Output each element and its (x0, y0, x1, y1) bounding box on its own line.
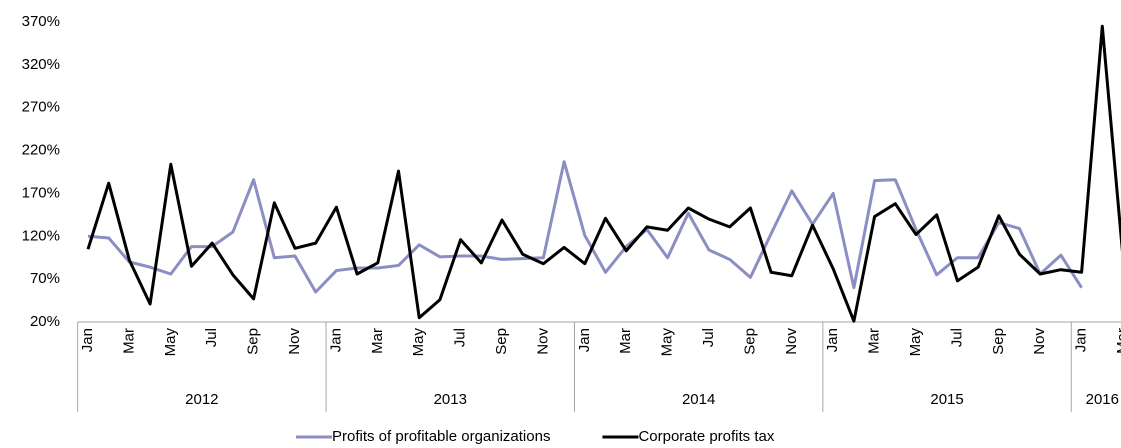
x-tick-label: Mar (369, 328, 386, 354)
x-tick-label: Jan (1073, 328, 1090, 352)
x-tick-label: Nov (1031, 328, 1048, 355)
series-line (86, 24, 1121, 323)
x-tick-label: Nov (783, 328, 800, 355)
y-tick-label: 120% (22, 227, 60, 244)
y-tick-label: 370% (22, 13, 60, 30)
x-tick-label: Jul (948, 328, 965, 347)
x-tick-label: May (410, 328, 427, 357)
group-label: 2013 (434, 391, 467, 408)
x-tick-label: Jan (824, 328, 841, 352)
x-tick-label: Nov (286, 328, 303, 355)
x-tick-label: Jan (576, 328, 593, 352)
x-tick-label: Jul (452, 328, 469, 347)
group-label: 2014 (682, 391, 715, 408)
x-tick-label: May (162, 328, 179, 357)
x-tick-label: Mar (617, 328, 634, 354)
legend-label: Profits of profitable organizations (332, 428, 550, 445)
x-tick-label: May (659, 328, 676, 357)
group-label: 2016 (1086, 391, 1119, 408)
group-label: 2015 (930, 391, 963, 408)
y-tick-label: 170% (22, 184, 60, 201)
x-tick-label: Sep (493, 328, 510, 355)
legend: Profits of profitable organizations Corpo… (296, 428, 775, 445)
y-tick-label: 270% (22, 99, 60, 116)
x-tick-label: Nov (534, 328, 551, 355)
series-line (87, 160, 1083, 294)
y-tick-label: 70% (30, 270, 60, 287)
x-tick-label: Mar (120, 328, 137, 354)
x-tick-label: Sep (990, 328, 1007, 355)
y-tick-label: 220% (22, 142, 60, 159)
y-tick-label: 320% (22, 56, 60, 73)
x-tick-label: Jul (203, 328, 220, 347)
x-tick-label: Mar (866, 328, 883, 354)
legend-label: Corporate profits tax (638, 428, 774, 445)
x-tick-label: Mar (1114, 328, 1121, 354)
x-tick-label: May (907, 328, 924, 357)
x-tick-label: Jan (79, 328, 96, 352)
y-tick-label: 20% (30, 313, 60, 330)
group-label: 2012 (185, 391, 218, 408)
x-tick-label: Jan (327, 328, 344, 352)
x-tick-label: Jul (700, 328, 717, 347)
x-tick-label: Sep (245, 328, 262, 355)
x-tick-label: Sep (741, 328, 758, 355)
